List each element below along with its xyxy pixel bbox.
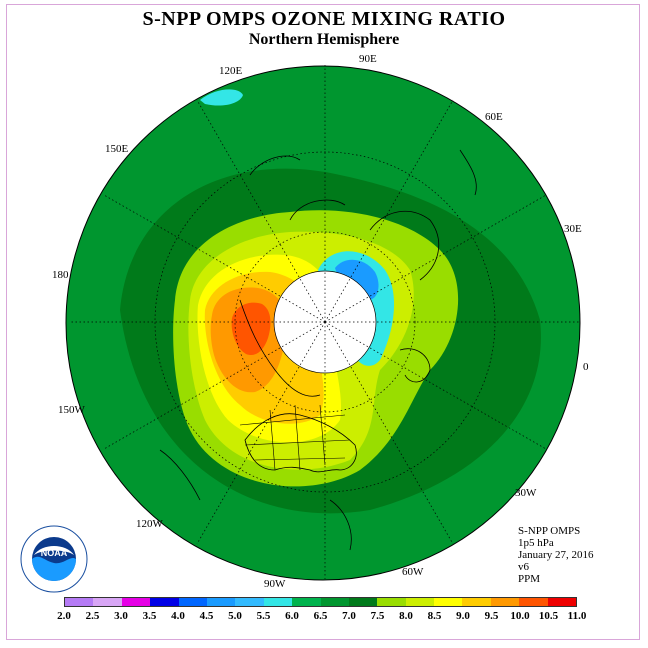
lon-label-180: 180	[52, 269, 69, 281]
colorbar-tick-label: 2.0	[57, 610, 71, 622]
lon-label-90e: 90E	[359, 53, 377, 65]
colorbar-tick-label: 6.0	[285, 610, 299, 622]
lon-label-0: 0	[583, 361, 589, 373]
colorbar-segment	[121, 598, 151, 606]
graticule	[70, 65, 580, 579]
map-border	[65, 65, 581, 581]
lon-label-60e: 60E	[485, 111, 503, 123]
colorbar-segment	[206, 598, 236, 606]
colorbar-segment	[178, 598, 207, 606]
colorbar-labels: 2.0 2.5 3.0 3.5 4.0 4.5 5.0 5.5 6.0 6.5 7.0 7.5 8.0 8…	[54, 610, 599, 624]
colorbar-segment	[93, 598, 122, 606]
colorbar-segment	[65, 598, 94, 606]
info-date: January 27, 2016	[518, 549, 594, 561]
colorbar-tick-label: 2.5	[85, 610, 100, 622]
colorbar-tick-label: 8.5	[427, 610, 442, 622]
colorbar-segment	[377, 598, 406, 606]
colorbar-segment	[150, 598, 179, 606]
colorbar-tick-label: 9.5	[484, 610, 499, 622]
colorbar-tick-label: 3.5	[142, 610, 157, 622]
colorbar-tick-label: 6.5	[313, 610, 328, 622]
colorbar-tick-label: 11.0	[567, 610, 587, 622]
info-version: v6	[518, 561, 529, 573]
info-block: S-NPP OMPS 1p5 hPa January 27, 2016 v6 P…	[518, 525, 593, 585]
lon-label-150e: 150E	[105, 143, 129, 155]
colorbar-segment	[462, 598, 491, 606]
lon-label-60w: 60W	[402, 566, 424, 578]
figure-frame	[6, 4, 640, 640]
colorbar-tick-label: 10.5	[538, 610, 559, 622]
map-title: S-NPP OMPS OZONE MIXING RATIO	[142, 8, 506, 30]
lon-label-30e: 30E	[564, 223, 582, 235]
lon-label-30w: 30W	[515, 487, 537, 499]
lon-label-120w: 120W	[136, 518, 164, 530]
colorbar-segment	[434, 598, 463, 606]
lon-label-90w: 90W	[264, 578, 286, 590]
colorbar-segment	[320, 598, 349, 606]
ozone-min-blue	[335, 259, 379, 300]
map-subtitle: Northern Hemisphere	[248, 31, 400, 48]
lon-label-120e: 120E	[219, 65, 243, 77]
colorbar-segment	[348, 598, 378, 606]
noaa-logo: NOAA	[20, 525, 88, 593]
colorbar-tick-label: 5.5	[256, 610, 271, 622]
colorbar-tick-label: 7.0	[342, 610, 356, 622]
colorbar	[64, 597, 577, 607]
coastlines	[159, 149, 477, 551]
colorbar-tick-label: 8.0	[399, 610, 413, 622]
colorbar-tick-label: 9.0	[456, 610, 470, 622]
info-units: PPM	[518, 573, 541, 585]
ozone-min-spot-120e	[200, 89, 243, 106]
ozone-field	[66, 66, 580, 580]
colorbar-tick-label: 5.0	[228, 610, 242, 622]
logo-text: NOAA	[41, 548, 68, 558]
colorbar-tick-label: 4.5	[199, 610, 214, 622]
colorbar-segment	[490, 598, 520, 606]
colorbar-segment	[405, 598, 435, 606]
colorbar-segment	[519, 598, 548, 606]
colorbar-segment	[235, 598, 264, 606]
colorbar-segment	[292, 598, 321, 606]
colorbar-segment	[263, 598, 293, 606]
colorbar-tick-label: 7.5	[370, 610, 385, 622]
colorbar-segment	[547, 598, 577, 606]
colorbar-tick-label: 3.0	[114, 610, 128, 622]
info-instrument: S-NPP OMPS	[518, 525, 581, 537]
us-state-lines	[239, 404, 351, 471]
lon-label-150w: 150W	[58, 404, 86, 416]
colorbar-tick-label: 4.0	[171, 610, 185, 622]
info-level: 1p5 hPa	[518, 537, 554, 549]
colorbar-tick-label: 10.0	[510, 610, 530, 622]
